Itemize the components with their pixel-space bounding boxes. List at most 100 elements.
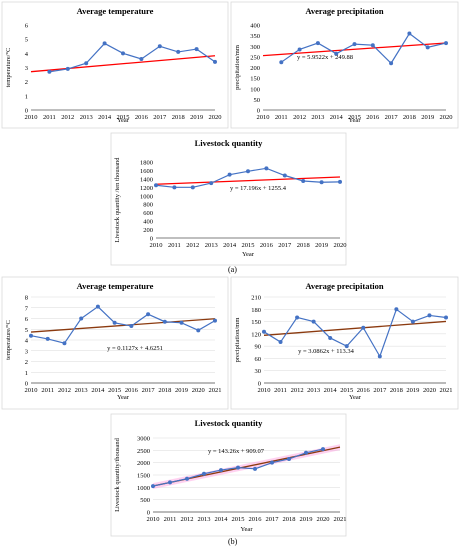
y-tick-label: 0 [25,108,28,115]
data-point [162,319,167,324]
data-point [287,456,291,461]
data-point [151,484,155,489]
x-tick-label: 2016 [249,516,263,523]
y-tick-label: 150 [251,319,261,326]
x-tick-label: 2019 [421,114,434,121]
data-point [444,41,448,46]
data-point [62,341,67,346]
x-tick-label: 2015 [340,387,353,394]
x-tick-label: 2015 [242,242,255,249]
data-point [304,450,308,455]
data-point [121,51,125,56]
x-tick-label: 2011 [164,516,177,523]
y-tick-label: 3000 [137,436,150,443]
x-tick-label: 2013 [205,242,218,249]
data-point [190,185,195,190]
data-point [209,181,214,186]
data-point [338,179,342,184]
x-tick-label: 2010 [147,516,160,523]
x-tick-label: 2012 [293,114,306,121]
y-tick-label: 2 [25,79,28,86]
x-tick-label: 2011 [43,114,56,121]
x-tick-label: 2018 [403,114,416,121]
y-tick-label: 800 [143,202,153,209]
y-tick-label: 7 [25,305,29,312]
x-tick-label: 2012 [186,242,199,249]
x-tick-label: 2011 [41,387,54,394]
data-point [194,47,199,52]
y-tick-label: 4 [25,338,29,345]
chart-frame [110,132,347,266]
y-tick-label: 30 [255,368,262,375]
y-tick-label: 0 [150,236,153,243]
x-tick-label: 2018 [297,242,310,249]
x-tick-label: 2015 [117,114,130,121]
data-point [29,333,33,338]
data-point [129,324,134,329]
y-tick-label: 2500 [137,448,150,455]
data-point [270,460,274,465]
data-point [236,465,240,470]
y-tick-label: 0 [147,510,150,517]
x-tick-label: 2011 [168,242,181,249]
y-tick-label: 50 [254,97,261,104]
x-tick-label: 2014 [330,114,344,121]
chart-title: Average temperature [77,6,154,16]
data-point [315,41,320,46]
data-point [179,320,184,325]
y-tick-label: 1 [25,370,28,377]
data-point [278,340,283,345]
x-tick-label: 2018 [390,387,403,394]
chart-title: Average temperature [77,281,154,291]
y-tick-label: 200 [250,65,260,72]
x-tick-label: 2020 [423,387,436,394]
panel-label-b: (b) [228,537,238,546]
y-tick-label: 350 [250,33,260,40]
x-tick-label: 2020 [192,387,205,394]
trendline [30,55,216,73]
y-tick-label: 5 [25,327,28,334]
trend-equation: y = 0.1127x + 4.6251 [107,345,163,352]
y-tick-label: 150 [250,76,260,83]
data-point [427,313,432,318]
y-tick-label: 1000 [140,193,153,200]
x-tick-label: 2017 [266,516,280,523]
x-tick-label: 2010 [257,114,270,121]
trend-equation: y = 143.26x + 909.07 [208,448,265,455]
x-tick-label: 2017 [142,387,156,394]
chart-1: Average temperature 0 1 2 3 4 5 6 2010 2011 2012 20… [1,1,329,129]
data-point [311,319,316,324]
trend-equation: y = 5.9522x + 249.88 [297,54,353,61]
y-tick-label: 2000 [137,460,150,467]
data-point [185,476,189,481]
y-tick-label: 0 [258,381,261,388]
data-point [202,471,206,476]
y-tick-label: 60 [255,356,262,363]
y-tick-label: 210 [251,295,261,302]
x-tick-label: 2018 [158,387,171,394]
data-point [253,466,257,471]
data-point [102,41,107,46]
chart-6: Livestock quantity 0 500 1000 1500 2000 2500 30… [110,413,347,537]
x-tick-label: 2012 [291,387,304,394]
y-axis-label: precipitation/mm [234,318,241,363]
x-tick-label: 2015 [348,114,361,121]
trendline [263,320,447,336]
chart-title: Average precipitation [305,281,384,291]
data-point [282,173,287,178]
data-point [45,336,50,341]
data-point [47,69,52,74]
data-point [328,335,333,340]
data-point [154,183,158,188]
y-tick-label: 8 [25,295,28,302]
x-tick-label: 2010 [25,387,38,394]
x-axis-label: Year [349,117,362,124]
y-tick-label: 1500 [137,473,150,480]
chart-4: Average temperature 0 1 2 3 4 5 6 7 8 2010 2011 2012… [1,276,229,410]
data-point [95,304,100,309]
chart-title: Average precipitation [305,6,384,16]
data-point [297,47,302,52]
data-point [361,325,366,330]
data-point [65,66,70,71]
